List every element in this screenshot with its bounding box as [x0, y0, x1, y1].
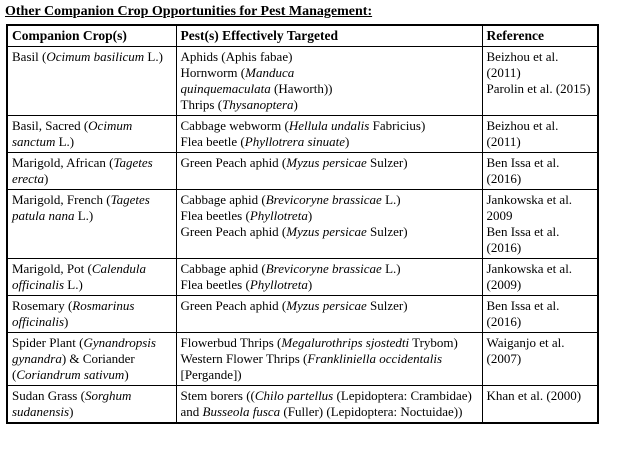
table-row: Basil, Sacred (Ocimum sanctum L.) Cabbage…: [6, 115, 599, 153]
pests-cell: Cabbage aphid (Brevicoryne brassicae L.)…: [175, 189, 483, 259]
pests-cell: Stem borers ((Chilo partellus (Lepidopte…: [175, 385, 483, 424]
reference-entry: Jankowska et al. (2009): [486, 261, 573, 292]
table-body: Basil (Ocimum basilicum L.) Aphids (Aphis…: [6, 46, 599, 424]
table-row: Marigold, Pot (Calendula officinalis L.)…: [6, 258, 599, 296]
header-pests-targeted: Pest(s) Effectively Targeted: [175, 24, 483, 47]
reference-cell: Ben Issa et al. (2016): [481, 152, 599, 190]
crop-cell: Spider Plant (Gynandropsis gynandra) & C…: [6, 332, 177, 386]
pests-cell: Flowerbud Thrips (Megalurothrips sjosted…: [175, 332, 483, 386]
crop-cell: Rosemary (Rosmarinus officinalis): [6, 295, 177, 333]
pest-entry: Aphids (Aphis fabae): [180, 49, 293, 64]
pests-cell: Cabbage aphid (Brevicoryne brassicae L.)…: [175, 258, 483, 296]
reference-cell: Khan et al. (2000): [481, 385, 599, 424]
pest-entry: Western Flower Thrips (Frankliniella occ…: [180, 351, 443, 382]
pest-entry: Flowerbud Thrips (Megalurothrips sjosted…: [180, 335, 458, 350]
reference-entry: Khan et al. (2000): [486, 388, 582, 403]
table-row: Basil (Ocimum basilicum L.) Aphids (Aphis…: [6, 46, 599, 116]
pests-cell: Cabbage webworm (Hellula undalis Fabrici…: [175, 115, 483, 153]
pest-entry: Hornworm (Manduca quinquemaculata (Hawort…: [180, 65, 333, 96]
pests-cell: Aphids (Aphis fabae) Hornworm (Manduca qui…: [175, 46, 483, 116]
crop-cell: Marigold, Pot (Calendula officinalis L.): [6, 258, 177, 296]
pest-entry: Flea beetles (Phyllotreta): [180, 208, 313, 223]
table-row: Sudan Grass (Sorghum sudanensis) Stem bor…: [6, 385, 599, 424]
reference-entry: Jankowska et al. 2009: [486, 192, 573, 223]
reference-cell: Beizhou et al. (2011): [481, 115, 599, 153]
crop-cell: Basil (Ocimum basilicum L.): [6, 46, 177, 116]
reference-entry: Ben Issa et al. (2016): [486, 155, 560, 186]
pest-entry: Cabbage webworm (Hellula undalis Fabrici…: [180, 118, 426, 133]
crop-cell: Sudan Grass (Sorghum sudanensis): [6, 385, 177, 424]
crop-cell: Basil, Sacred (Ocimum sanctum L.): [6, 115, 177, 153]
pest-entry: Green Peach aphid (Myzus persicae Sulzer…: [180, 224, 408, 239]
table-row: Spider Plant (Gynandropsis gynandra) & C…: [6, 332, 599, 386]
pests-cell: Green Peach aphid (Myzus persicae Sulzer…: [175, 152, 483, 190]
reference-entry: Beizhou et al. (2011): [486, 49, 559, 80]
reference-entry: Ben Issa et al. (2016): [486, 224, 560, 255]
reference-entry: Waiganjo et al. (2007): [486, 335, 565, 366]
reference-cell: Beizhou et al. (2011) Parolin et al. (201…: [481, 46, 599, 116]
pest-entry: Cabbage aphid (Brevicoryne brassicae L.): [180, 192, 401, 207]
reference-cell: Waiganjo et al. (2007): [481, 332, 599, 386]
pest-entry: Green Peach aphid (Myzus persicae Sulzer…: [180, 155, 408, 170]
reference-entry: Beizhou et al. (2011): [486, 118, 559, 149]
pest-entry: Cabbage aphid (Brevicoryne brassicae L.): [180, 261, 401, 276]
reference-cell: Jankowska et al. 2009 Ben Issa et al. (20…: [481, 189, 599, 259]
pests-cell: Green Peach aphid (Myzus persicae Sulzer…: [175, 295, 483, 333]
reference-entry: Ben Issa et al. (2016): [486, 298, 560, 329]
reference-cell: Ben Issa et al. (2016): [481, 295, 599, 333]
companion-crop-table: Companion Crop(s) Pest(s) Effectively Ta…: [6, 24, 599, 424]
table-title: Other Companion Crop Opportunities for P…: [5, 4, 373, 19]
table-row: Rosemary (Rosmarinus officinalis) Green P…: [6, 295, 599, 333]
reference-cell: Jankowska et al. (2009): [481, 258, 599, 296]
table-row: Marigold, African (Tagetes erecta) Green …: [6, 152, 599, 190]
crop-cell: Marigold, African (Tagetes erecta): [6, 152, 177, 190]
pest-entry: Flea beetle (Phyllotrera sinuate): [180, 134, 350, 149]
table-header-row: Companion Crop(s) Pest(s) Effectively Ta…: [6, 24, 599, 47]
pest-entry: Flea beetles (Phyllotreta): [180, 277, 313, 292]
header-reference: Reference: [481, 24, 599, 47]
pest-entry: Stem borers ((Chilo partellus (Lepidopte…: [180, 388, 472, 419]
reference-entry: Parolin et al. (2015): [486, 81, 591, 96]
crop-cell: Marigold, French (Tagetes patula nana L.…: [6, 189, 177, 259]
table-row: Marigold, French (Tagetes patula nana L.…: [6, 189, 599, 259]
header-companion-crop: Companion Crop(s): [6, 24, 177, 47]
pest-entry: Thrips (Thysanoptera): [180, 97, 298, 112]
pest-entry: Green Peach aphid (Myzus persicae Sulzer…: [180, 298, 408, 313]
